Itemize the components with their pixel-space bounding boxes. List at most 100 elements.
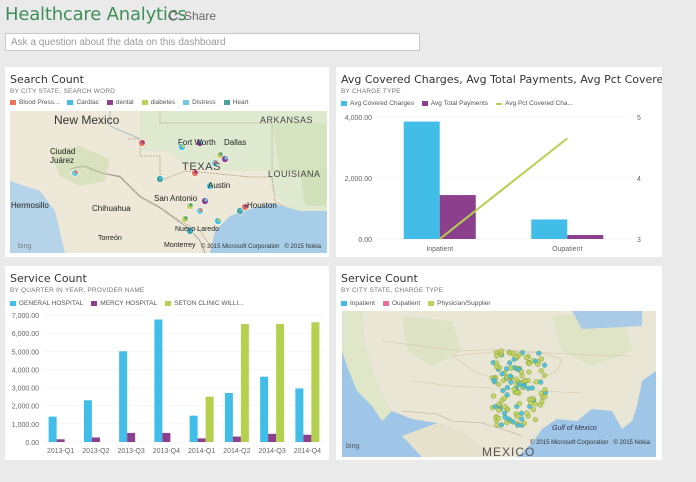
legend-swatch (428, 301, 435, 306)
legend-item[interactable]: Avg Covered Charges (341, 100, 414, 107)
map-marker (508, 365, 514, 372)
map-marker (526, 360, 532, 367)
map-texas[interactable]: New Mexico ARKANSAS TEXAS LOUISIANA Ciud… (10, 111, 327, 253)
map-canvas (342, 311, 656, 457)
map-marker (530, 407, 536, 413)
map-marker (528, 396, 535, 402)
map-label: Monterrey (164, 242, 196, 249)
map-label: Ciudad Juárez (50, 147, 76, 165)
y-tick-label: 4,000.00 (12, 367, 39, 374)
bar (162, 432, 171, 442)
map-label: Torreón (98, 235, 122, 242)
map-marker-slice (239, 208, 243, 212)
legend-item[interactable]: Inpatient (341, 300, 375, 307)
legend-item[interactable]: Distress (183, 99, 216, 106)
map-marker (496, 415, 502, 422)
bar (48, 416, 57, 442)
map-marker (542, 362, 548, 368)
legend-item[interactable]: GENERAL HOSPITAL (10, 300, 83, 307)
x-tick-label: 2013-Q3 (118, 448, 145, 455)
y-tick-label: 0.00 (358, 237, 372, 244)
legend-item[interactable]: Oupatient (382, 300, 421, 307)
y-tick-label: 1,000.00 (12, 422, 39, 429)
map-marker (521, 383, 527, 389)
map-marker (494, 364, 500, 370)
legend: GENERAL HOSPITAL MERCY HOSPITAL SETON CL… (10, 300, 244, 307)
map-marker (511, 386, 517, 392)
map-marker-slice (209, 183, 213, 187)
y-tick-label: 2,000.00 (345, 176, 372, 183)
legend: Inpatient Oupatient Physician/Supplier (341, 300, 491, 307)
bar (303, 434, 312, 442)
bar (197, 438, 206, 442)
map-marker (507, 360, 513, 366)
legend-item[interactable]: dental (106, 99, 134, 106)
service-city-tile[interactable]: Service Count BY CITY STATE, CHARGE TYPE… (336, 266, 662, 460)
map-usa[interactable]: Gulf of Mexico MEXICO bing © 2015 Micros… (342, 311, 656, 457)
legend-item[interactable]: Avg Total Payments (421, 100, 489, 107)
y-tick-label: 2,000.00 (12, 404, 39, 411)
legend-item[interactable]: MERCY HOSPITAL (91, 300, 157, 307)
map-label: San Antonio (154, 194, 198, 203)
bar (311, 322, 320, 442)
map-marker (491, 377, 497, 383)
legend-label: Avg Total Payments (430, 100, 489, 107)
legend-label: dental (115, 99, 134, 106)
map-marker (538, 379, 544, 385)
search-count-tile[interactable]: Search Count BY CITY STATE, SEARCH WORD … (5, 67, 329, 257)
bar (56, 439, 65, 442)
legend-swatch (67, 100, 74, 105)
legend-label: Oupatient (391, 300, 421, 307)
tile-title: Search Count (10, 73, 84, 86)
map-marker (538, 368, 544, 374)
map-marker-slice (217, 218, 221, 222)
legend-label: GENERAL HOSPITAL (19, 300, 84, 307)
map-marker (532, 401, 539, 407)
legend-item[interactable]: Physician/Supplier (428, 300, 491, 307)
map-marker (498, 422, 505, 428)
legend-label: Blood Press... (19, 99, 60, 106)
tile-subtitle: BY CITY STATE, CHARGE TYPE (341, 287, 444, 294)
legend-swatch (496, 102, 503, 105)
map-marker (502, 403, 508, 410)
bar (154, 319, 163, 442)
y-tick-label: 3,000.00 (12, 386, 39, 393)
map-label: LOUISIANA (268, 169, 321, 179)
legend-swatch (91, 301, 98, 306)
map-label: TEXAS (182, 161, 222, 173)
legend-label: diabetes (150, 99, 176, 106)
y-tick-label: 6,000.00 (12, 331, 39, 338)
map-label: New Mexico (54, 113, 120, 127)
legend-item[interactable]: SETON CLINIC WILLI... (165, 300, 244, 307)
map-marker (518, 369, 525, 375)
legend-swatch (341, 301, 347, 306)
legend-item[interactable]: diabetes (141, 99, 176, 106)
service-quarter-tile[interactable]: Service Count BY QUARTER IN YEAR, PROVID… (5, 266, 329, 460)
legend-item[interactable]: Cardiac (67, 99, 99, 106)
legend-item[interactable]: Heart (223, 99, 249, 106)
bar (268, 433, 277, 442)
map-marker (496, 381, 502, 387)
map-marker-slice (189, 228, 193, 232)
map-marker-slice (199, 208, 203, 212)
map-marker (494, 422, 500, 428)
map-marker (524, 410, 530, 416)
legend-item[interactable]: Blood Press... (10, 99, 59, 106)
legend-label: Avg Pct Covered Cha... (505, 100, 573, 107)
map-marker (522, 378, 528, 384)
map-label: Fort Worth (178, 138, 216, 147)
bar (276, 324, 285, 442)
bar (224, 393, 233, 442)
map-marker (526, 369, 532, 375)
tile-title: Service Count (341, 272, 418, 285)
bar (531, 219, 568, 239)
x-tick-label: 2013-Q4 (153, 448, 180, 455)
map-marker-slice (189, 203, 193, 207)
avg-charges-tile[interactable]: Avg Covered Charges, Avg Total Payments,… (336, 67, 662, 257)
map-marker (514, 389, 520, 396)
qa-question-input[interactable] (5, 33, 420, 51)
map-marker-slice (194, 170, 198, 174)
service-quarter-chart: 7,000.00 6,000.00 5,000.00 4,000.00 3,000.00… (12, 313, 325, 455)
share-button[interactable]: Share (167, 9, 216, 23)
legend-item[interactable]: Avg Pct Covered Cha... (496, 100, 573, 107)
